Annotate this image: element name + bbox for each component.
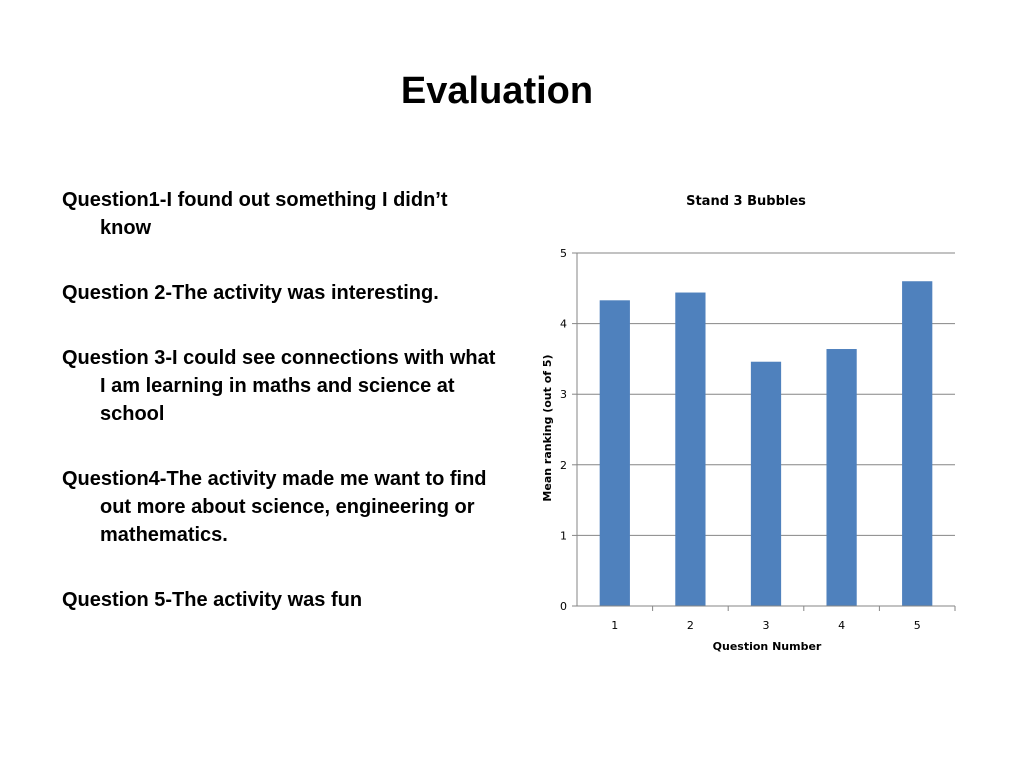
bars — [599, 281, 933, 606]
x-tick-label: 5 — [914, 619, 921, 632]
question-3: Question 3-I could see connections with … — [62, 347, 496, 425]
question-1: Question1-I found out something I didn’t… — [62, 189, 448, 239]
question-list: Question1-I found out something I didn’t… — [62, 186, 502, 651]
x-tick-label: 4 — [838, 619, 845, 632]
x-tick-label: 1 — [611, 619, 618, 632]
x-tick-label: 3 — [763, 619, 770, 632]
y-tick-label: 4 — [560, 318, 567, 331]
bar-4 — [826, 349, 857, 606]
chart-title: Stand 3 Bubbles — [686, 194, 806, 209]
y-tick-label: 3 — [560, 388, 567, 401]
question-5: Question 5-The activity was fun — [62, 589, 363, 611]
x-tick-label: 2 — [687, 619, 694, 632]
bar-1 — [599, 300, 630, 606]
y-tick-label: 5 — [560, 247, 567, 260]
bar-5 — [902, 281, 933, 606]
question-4: Question4-The activity made me want to f… — [62, 468, 487, 546]
bar-2 — [675, 292, 706, 606]
y-tick-label: 1 — [560, 529, 567, 542]
axes: 0 1 2 3 4 5 1 2 3 4 5 — [560, 247, 956, 632]
bar-3 — [750, 361, 782, 606]
y-axis-label: Mean ranking (out of 5) — [541, 354, 554, 501]
y-tick-label: 0 — [560, 600, 567, 613]
bar-chart: Stand 3 Bubbles Mean ranking (out of 5) … — [541, 194, 956, 653]
question-2: Question 2-The activity was interesting. — [62, 282, 439, 304]
slide-title: Evaluation — [400, 70, 594, 112]
x-axis-label: Question Number — [713, 640, 822, 653]
y-tick-label: 2 — [560, 459, 567, 472]
